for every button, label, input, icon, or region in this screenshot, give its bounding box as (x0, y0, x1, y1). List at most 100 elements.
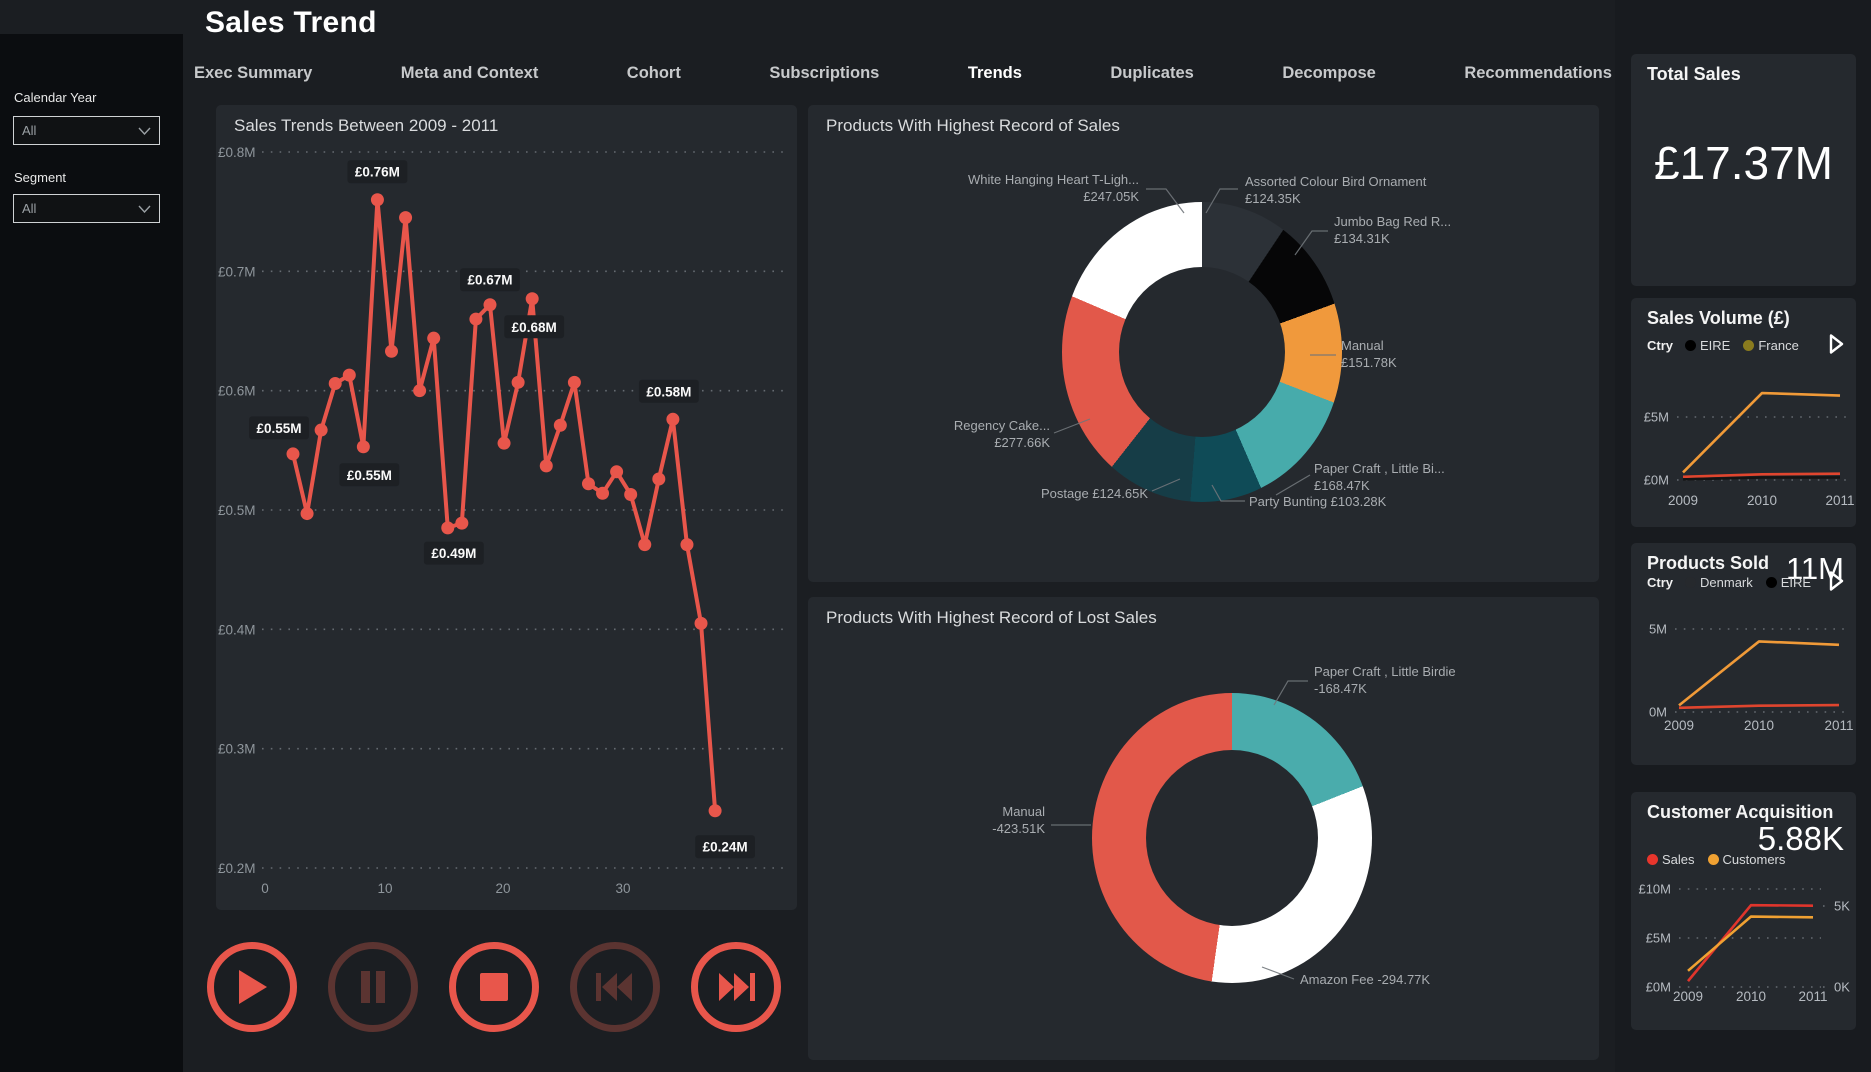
tab-recommendations[interactable]: Recommendations (1464, 63, 1612, 82)
svg-text:2009: 2009 (1668, 493, 1698, 508)
donut-label-regency-cake: Regency Cake... £277.66K (953, 418, 1050, 450)
sales-volume-chart[interactable]: £5M £0M 2009 2010 2011 (1631, 298, 1856, 527)
products-sold-value: 11M (1785, 551, 1844, 586)
customer-acquisition-value: 5.88K (1757, 820, 1844, 857)
skip-forward-button[interactable] (691, 942, 781, 1032)
svg-text:£0M: £0M (1646, 980, 1671, 995)
tab-bar: Exec Summary Meta and Context Cohort Subscr… (194, 56, 1612, 90)
play-animation-icon[interactable] (1829, 571, 1844, 594)
svg-text:£0.8M: £0.8M (218, 145, 256, 160)
calendar-year-label: Calendar Year (14, 90, 97, 105)
skip-back-button[interactable] (570, 942, 660, 1032)
svg-text:£0.7M: £0.7M (218, 264, 256, 279)
right-panel: Total Sales £17.37M Sales Volume (£) Ctr… (1615, 0, 1871, 1072)
donut-label-amazon-fee: Amazon Fee -294.77K (1300, 972, 1431, 987)
play-animation-icon[interactable] (1829, 334, 1844, 357)
svg-text:2010: 2010 (1736, 989, 1766, 1004)
tab-meta-and-context[interactable]: Meta and Context (400, 63, 539, 82)
svg-text:0K: 0K (1834, 980, 1850, 995)
donut-label-manual: Manual £151.78K (1341, 338, 1397, 370)
svg-text:£0.3M: £0.3M (218, 742, 256, 757)
tab-trends[interactable]: Trends (967, 63, 1022, 82)
svg-text:£0.2M: £0.2M (218, 861, 256, 876)
lost-sales-card: Products With Highest Record of Lost Sal… (808, 597, 1599, 1060)
highest-sales-donut[interactable] (1062, 202, 1342, 502)
lost-sales-title: Products With Highest Record of Lost Sal… (826, 608, 1157, 627)
svg-text:£0.24M: £0.24M (703, 840, 748, 855)
customer-acquisition-legend: Sales Customers (1647, 852, 1798, 867)
legend-item-denmark[interactable]: Denmark (1685, 575, 1753, 590)
sales-trends-title: Sales Trends Between 2009 - 2011 (234, 116, 499, 135)
segment-label: Segment (14, 170, 67, 185)
tab-decompose[interactable]: Decompose (1282, 63, 1376, 82)
customer-acquisition-card: Customer Acquisition 5.88K Sales Customer… (1631, 792, 1856, 1030)
segment-select[interactable]: All (13, 194, 160, 223)
products-sold-legend: Ctry Denmark EIRE (1647, 575, 1824, 590)
customer-acquisition-chart[interactable]: £10M £5M £0M 5K 0K 2009 2010 2011 (1631, 792, 1856, 1030)
legend-item-eire[interactable]: EIRE (1765, 575, 1811, 590)
svg-text:£0.55M: £0.55M (256, 421, 301, 436)
donut-label-assorted-colour-bird-ornament: Assorted Colour Bird Ornament £124.35K (1245, 174, 1427, 206)
legend-dot-icon (1765, 577, 1777, 588)
tab-cohort[interactable]: Cohort (626, 63, 681, 82)
chevron-down-icon (138, 122, 151, 140)
sales-trends-line-chart[interactable]: £0.8M £0.7M £0.6M £0.5M £0.4M £0.3M £0.2M 0 10 20… (216, 105, 797, 910)
svg-text:2011: 2011 (1825, 493, 1854, 508)
svg-text:£10M: £10M (1638, 882, 1671, 897)
legend-dot-icon (1707, 854, 1719, 865)
svg-text:0: 0 (261, 881, 269, 896)
highest-sales-card: Products With Highest Record of Sales As… (808, 105, 1599, 582)
svg-text:£0.6M: £0.6M (218, 384, 256, 399)
donut-label-paper-craft-little-birdie: Paper Craft , Little Birdie -168.47K (1314, 664, 1456, 696)
calendar-year-select[interactable]: All (13, 116, 160, 145)
pause-button[interactable] (328, 942, 418, 1032)
products-sold-title: Products Sold (1647, 553, 1770, 573)
svg-text:£0.76M: £0.76M (355, 165, 400, 180)
legend-prefix: Ctry (1647, 338, 1674, 353)
sales-volume-title: Sales Volume (£) (1647, 308, 1790, 328)
svg-text:2011: 2011 (1798, 989, 1827, 1004)
donut-label-postage: Postage £124.65K (1041, 486, 1148, 501)
svg-text:2010: 2010 (1744, 718, 1774, 733)
svg-text:£0.4M: £0.4M (218, 622, 256, 637)
donut-hole (1146, 750, 1318, 926)
tab-subscriptions[interactable]: Subscriptions (769, 63, 880, 82)
page-title: Sales Trend (205, 6, 377, 39)
legend-item-eire[interactable]: EIRE (1685, 338, 1730, 353)
donut-label-paper-craft-little-bi: Paper Craft , Little Bi... £168.47K (1314, 461, 1445, 493)
svg-text:£5M: £5M (1646, 931, 1671, 946)
legend-dot-icon (1743, 340, 1755, 351)
sales-trends-card: Sales Trends Between 2009 - 2011 £0.8M £0… (216, 105, 797, 910)
donut-label-jumbo-bag-red-r: Jumbo Bag Red R... £134.31K (1334, 214, 1452, 246)
donut-label-manual: Manual -423.51K (992, 804, 1045, 836)
svg-text:£0.55M: £0.55M (347, 468, 392, 483)
svg-text:£5M: £5M (1644, 410, 1669, 425)
products-sold-card: Products Sold 11M Ctry Denmark EIRE 5M 0M 20… (1631, 543, 1856, 765)
svg-text:20: 20 (495, 881, 510, 896)
donut-label-white-hanging-heart-t-ligh: White Hanging Heart T-Ligh... £247.05K (967, 172, 1139, 204)
svg-text:5K: 5K (1834, 899, 1850, 914)
customer-acquisition-title: Customer Acquisition (1647, 802, 1834, 822)
legend-prefix: Ctry (1647, 575, 1674, 590)
total-sales-title: Total Sales (1647, 64, 1741, 84)
chevron-down-icon (138, 200, 151, 218)
highest-sales-title: Products With Highest Record of Sales (826, 116, 1120, 135)
calendar-year-value: All (22, 123, 37, 138)
tab-duplicates[interactable]: Duplicates (1110, 63, 1194, 82)
legend-item-sales[interactable]: Sales (1647, 852, 1695, 867)
legend-item-customers[interactable]: Customers (1707, 852, 1785, 867)
stop-button[interactable] (449, 942, 539, 1032)
segment-value: All (22, 201, 37, 216)
tab-exec-summary[interactable]: Exec Summary (194, 63, 313, 82)
svg-text:£0.49M: £0.49M (431, 546, 476, 561)
legend-item-france[interactable]: France (1743, 338, 1799, 353)
play-button[interactable] (207, 942, 297, 1032)
svg-text:2011: 2011 (1824, 718, 1853, 733)
lost-sales-donut[interactable] (1092, 693, 1372, 983)
total-sales-value: £17.37M (1653, 137, 1833, 189)
svg-text:30: 30 (615, 881, 630, 896)
filter-pane: Calendar Year All Segment All (0, 34, 183, 1072)
media-controls (207, 942, 781, 1032)
legend-dot-icon (1685, 340, 1697, 351)
